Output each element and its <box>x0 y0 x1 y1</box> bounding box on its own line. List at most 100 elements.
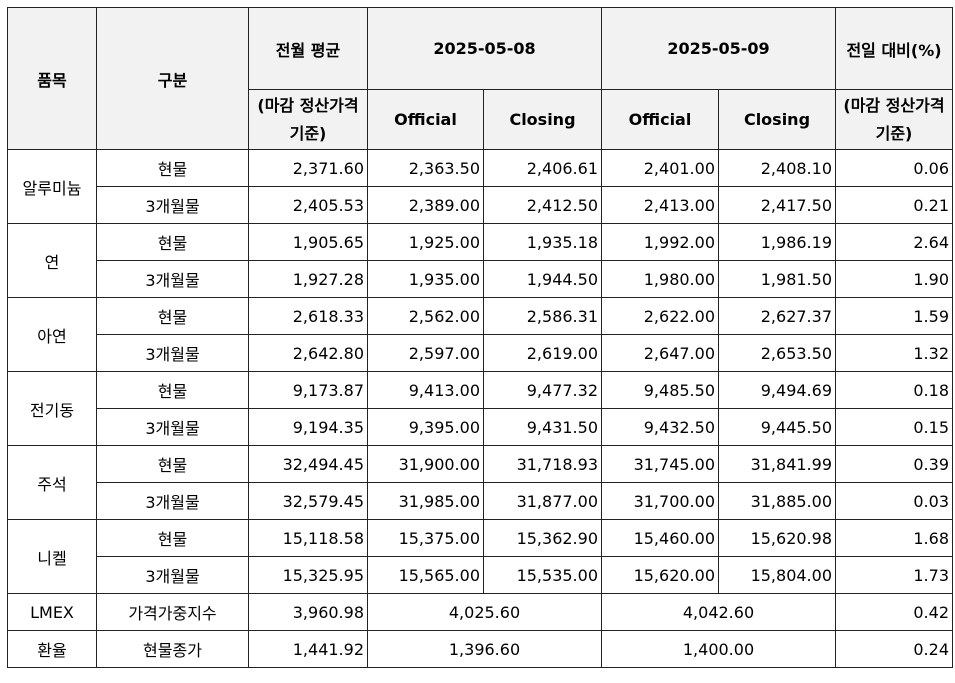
value-cell: 2,597.00 <box>367 334 484 372</box>
value-cell: 2,401.00 <box>601 149 719 187</box>
value-cell: 15,460.00 <box>601 519 719 557</box>
value-cell: 2,627.37 <box>718 297 836 335</box>
value-cell: 1,400.00 <box>601 630 836 668</box>
value-cell: 2,412.50 <box>483 186 602 224</box>
category-cell: 3개월물 <box>96 186 249 224</box>
value-cell: 4,042.60 <box>601 593 836 631</box>
item-cell: 전기동 <box>7 371 97 446</box>
table-row: (마감 정산가격 기준) Official Closing Official Closi… <box>8 89 953 150</box>
table-row: 알루미늄 현물 2,371.60 2,363.50 2,406.61 2,401.00 2,… <box>7 149 953 224</box>
value-cell: 4,025.60 <box>367 593 602 631</box>
value-cell: 2,622.00 <box>601 297 719 335</box>
value-cell: 2,619.00 <box>483 334 602 372</box>
table-row: 품목 구분 전월 평균 2025-05-08 2025-05-09 전일 대비(%) <box>7 7 953 150</box>
value-cell: 1,986.19 <box>718 223 836 261</box>
header-cell: Official <box>601 89 719 150</box>
value-cell: 1.68 <box>835 519 953 557</box>
value-cell: 1.73 <box>835 556 953 594</box>
value-cell: 15,118.58 <box>248 519 368 557</box>
value-cell: 0.42 <box>835 593 953 631</box>
item-cell: 연 <box>7 223 97 298</box>
value-cell: 3,960.98 <box>248 593 368 631</box>
value-cell: 9,485.50 <box>601 371 719 409</box>
category-cell: 3개월물 <box>96 334 249 372</box>
value-cell: 32,579.45 <box>248 482 368 520</box>
table-row: 니켈 현물 15,118.58 15,375.00 15,362.90 15,460.00… <box>7 519 953 594</box>
value-cell: 2,562.00 <box>367 297 484 335</box>
table-row: 3개월물 32,579.45 31,985.00 31,877.00 31,700.00… <box>8 482 953 520</box>
table-row: 3개월물 1,927.28 1,935.00 1,944.50 1,980.00 1,98… <box>8 260 953 298</box>
value-cell: 15,620.00 <box>601 556 719 594</box>
value-cell: 15,804.00 <box>718 556 836 594</box>
header-cell: 구분 <box>96 7 249 150</box>
value-cell: 1,935.18 <box>483 223 602 261</box>
category-cell: 현물 <box>96 445 249 483</box>
value-cell: 2,618.33 <box>248 297 368 335</box>
value-cell: 1.59 <box>835 297 953 335</box>
value-cell: 1,441.92 <box>248 630 368 668</box>
table-row: 아연 현물 2,618.33 2,562.00 2,586.31 2,622.00 2,62… <box>7 297 953 372</box>
value-cell: 2,371.60 <box>248 149 368 187</box>
header-note: (마감 정산가격 기준) <box>835 89 953 150</box>
item-cell: 알루미늄 <box>7 149 97 224</box>
value-cell: 31,745.00 <box>601 445 719 483</box>
value-cell: 0.18 <box>835 371 953 409</box>
header-cell: Closing <box>718 89 836 150</box>
value-cell: 31,700.00 <box>601 482 719 520</box>
value-cell: 0.21 <box>835 186 953 224</box>
header-cell: Official <box>367 89 484 150</box>
header-cell: 전일 대비(%) <box>835 7 953 90</box>
item-cell: 환율 <box>7 630 97 668</box>
header-cell: 전월 평균 <box>248 7 368 90</box>
value-cell: 32,494.45 <box>248 445 368 483</box>
value-cell: 9,432.50 <box>601 408 719 446</box>
category-cell: 3개월물 <box>96 408 249 446</box>
value-cell: 9,413.00 <box>367 371 484 409</box>
category-cell: 3개월물 <box>96 482 249 520</box>
value-cell: 31,885.00 <box>718 482 836 520</box>
category-cell: 가격가중지수 <box>96 593 249 631</box>
item-cell: 주석 <box>7 445 97 520</box>
category-cell: 현물 <box>96 297 249 335</box>
value-cell: 0.24 <box>835 630 953 668</box>
category-cell: 3개월물 <box>96 556 249 594</box>
value-cell: 0.15 <box>835 408 953 446</box>
value-cell: 31,718.93 <box>483 445 602 483</box>
table-row: LMEX 가격가중지수 3,960.98 4,025.60 4,042.60 0.42 <box>7 593 953 631</box>
value-cell: 31,900.00 <box>367 445 484 483</box>
header-cell: 2025-05-09 <box>601 7 836 90</box>
value-cell: 2,647.00 <box>601 334 719 372</box>
table-row: 3개월물 9,194.35 9,395.00 9,431.50 9,432.50 9,44… <box>8 408 953 446</box>
value-cell: 2,653.50 <box>718 334 836 372</box>
value-cell: 9,431.50 <box>483 408 602 446</box>
value-cell: 9,194.35 <box>248 408 368 446</box>
header-note: (마감 정산가격 기준) <box>248 89 368 150</box>
value-cell: 2,586.31 <box>483 297 602 335</box>
value-cell: 2,417.50 <box>718 186 836 224</box>
value-cell: 1,980.00 <box>601 260 719 298</box>
value-cell: 2,406.61 <box>483 149 602 187</box>
price-table: 품목 구분 전월 평균 2025-05-08 2025-05-09 전일 대비(%) (마감… <box>7 7 953 668</box>
header-cell: 2025-05-08 <box>367 7 602 90</box>
header-cell: Closing <box>483 89 602 150</box>
value-cell: 1,935.00 <box>367 260 484 298</box>
value-cell: 15,375.00 <box>367 519 484 557</box>
value-cell: 15,565.00 <box>367 556 484 594</box>
value-cell: 1.32 <box>835 334 953 372</box>
value-cell: 1.90 <box>835 260 953 298</box>
value-cell: 1,905.65 <box>248 223 368 261</box>
value-cell: 1,992.00 <box>601 223 719 261</box>
header-cell: 품목 <box>7 7 97 150</box>
category-cell: 현물종가 <box>96 630 249 668</box>
value-cell: 9,173.87 <box>248 371 368 409</box>
value-cell: 2,389.00 <box>367 186 484 224</box>
value-cell: 2,642.80 <box>248 334 368 372</box>
table-row: 환율 현물종가 1,441.92 1,396.60 1,400.00 0.24 <box>7 630 953 668</box>
value-cell: 15,325.95 <box>248 556 368 594</box>
value-cell: 0.39 <box>835 445 953 483</box>
table-row: 3개월물 2,642.80 2,597.00 2,619.00 2,647.00 2,65… <box>8 334 953 372</box>
category-cell: 현물 <box>96 223 249 261</box>
value-cell: 2.64 <box>835 223 953 261</box>
value-cell: 31,841.99 <box>718 445 836 483</box>
